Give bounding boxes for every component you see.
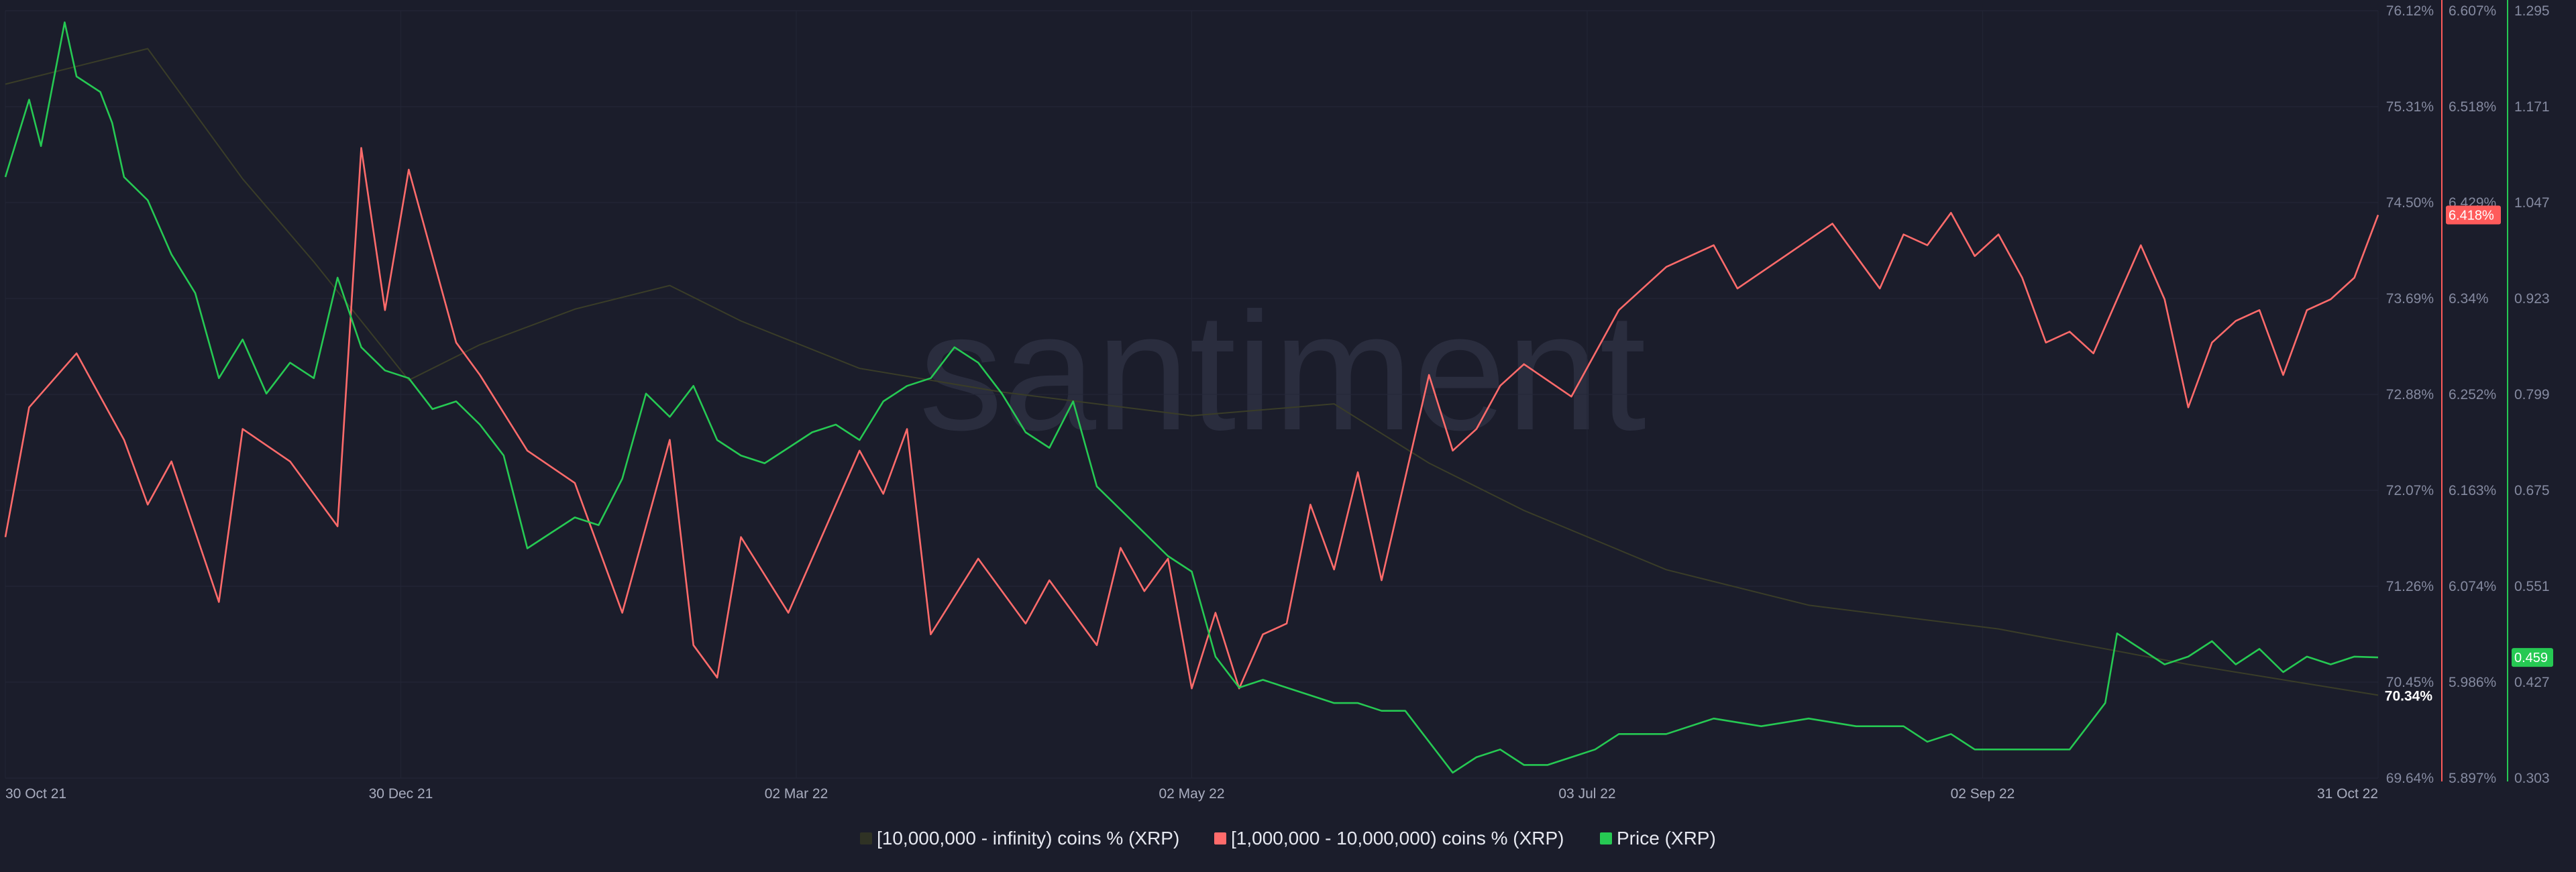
axis-whales-pct-tick: 72.88% <box>2386 387 2434 402</box>
x-tick-label: 02 May 22 <box>1159 786 1224 802</box>
axis-mid-pct-tick: 5.986% <box>2449 675 2496 690</box>
legend-label-0: [10,000,000 - infinity) coins % (XRP) <box>877 828 1179 849</box>
axis-price-tick: 0.427 <box>2514 675 2550 690</box>
watermark-text: santiment <box>919 278 1646 465</box>
axis-whales-pct-tick: 73.69% <box>2386 291 2434 307</box>
axis-whales-pct-tick: 74.50% <box>2386 195 2434 211</box>
x-axis-ticks: 30 Oct 21 30 Dec 21 02 Mar 22 02 May 22 03 J… <box>5 786 2378 802</box>
grid <box>5 10 2379 779</box>
y-axis-ticks: 76.12% 75.31% 74.50% 73.69% 72.88% 72.07% 71.2… <box>2386 3 2550 786</box>
axis-whales-pct-tick: 70.45% <box>2386 675 2434 690</box>
axis-mid-pct-tick: 6.074% <box>2449 579 2496 594</box>
axis-mid-pct-tick: 6.34% <box>2449 291 2489 307</box>
series-line-2 <box>4 21 2379 774</box>
legend-marker-2 <box>1600 832 1612 844</box>
x-tick-label: 03 Jul 22 <box>1558 786 1615 802</box>
axis-price-tick: 0.675 <box>2514 483 2550 498</box>
axis-whales-pct-tick: 72.07% <box>2386 483 2434 498</box>
axis-mid-pct-tick: 6.163% <box>2449 483 2496 498</box>
price-last-badge <box>2512 648 2553 667</box>
axis-price-tick: 0.551 <box>2514 579 2550 594</box>
x-tick-label: 02 Sep 22 <box>1951 786 2015 802</box>
axis-whales-pct-tick: 69.64% <box>2386 771 2434 786</box>
series-line-0 <box>5 48 2379 696</box>
axis-whales-pct-tick: 76.12% <box>2386 3 2434 19</box>
axis-mid-pct-tick: 6.518% <box>2449 99 2496 115</box>
last-value-labels: 70.34% 6.418% 0.459 <box>2385 205 2553 704</box>
axis-mid-pct-tick: 5.897% <box>2449 771 2496 786</box>
axis-mid-pct-tick: 6.607% <box>2449 3 2496 19</box>
series-layer <box>4 21 2379 774</box>
legend-marker-0 <box>860 832 872 844</box>
axis-mid-pct-tick: 6.252% <box>2449 387 2496 402</box>
axis-price-tick: 1.295 <box>2514 3 2550 19</box>
axis-whales-pct-tick: 75.31% <box>2386 99 2434 115</box>
x-tick-label: 30 Oct 21 <box>5 786 66 802</box>
x-tick-label: 30 Dec 21 <box>369 786 433 802</box>
axis-price-tick: 0.923 <box>2514 291 2550 307</box>
whales-last-value: 70.34% <box>2385 688 2433 704</box>
axis-lines <box>2441 0 2508 781</box>
x-tick-label: 31 Oct 22 <box>2317 786 2378 802</box>
legend-marker-1 <box>1214 832 1226 844</box>
series-line-1 <box>4 147 2379 690</box>
legend-label-2: Price (XRP) <box>1617 828 1716 849</box>
legend-label-1: [1,000,000 - 10,000,000) coins % (XRP) <box>1231 828 1564 849</box>
price-last-value: 0.459 <box>2514 651 2548 665</box>
axis-price-tick: 1.171 <box>2514 99 2550 115</box>
axis-price-tick: 0.303 <box>2514 771 2550 786</box>
axis-whales-pct-tick: 71.26% <box>2386 579 2434 594</box>
axis-price-tick: 1.047 <box>2514 195 2550 211</box>
axis-price-tick: 0.799 <box>2514 387 2550 402</box>
legend: [10,000,000 - infinity) coins % (XRP) [1,… <box>860 828 1716 849</box>
mid-last-badge <box>2446 205 2501 225</box>
mid-last-value: 6.418% <box>2449 209 2494 223</box>
x-tick-label: 02 Mar 22 <box>765 786 828 802</box>
